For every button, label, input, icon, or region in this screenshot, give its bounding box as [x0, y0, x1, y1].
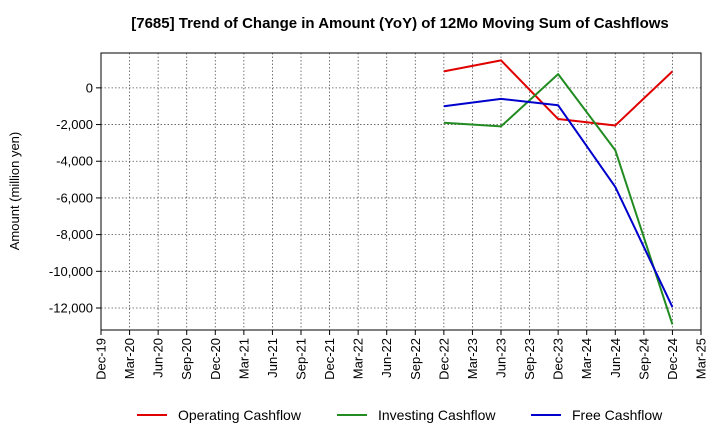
x-tick-label: Sep-22 — [408, 338, 423, 380]
legend-label: Free Cashflow — [572, 407, 663, 423]
x-tick-label: Mar-23 — [465, 338, 480, 379]
x-tick-label: Jun-21 — [265, 338, 280, 378]
x-tick-label: Mar-25 — [694, 338, 709, 379]
x-axis-ticks: Dec-19 Mar-20 Jun-20 Sep-20 Dec-20 Mar-21 Jun-… — [94, 330, 709, 380]
plot-area-frame — [100, 52, 702, 331]
y-tick-label: -6,000 — [56, 190, 93, 205]
x-tick-label: Dec-21 — [322, 338, 337, 380]
x-tick-label: Dec-20 — [208, 338, 223, 380]
legend-label: Investing Cashflow — [378, 407, 496, 423]
x-tick-label: Sep-21 — [294, 338, 309, 380]
x-tick-label: Jun-22 — [379, 338, 394, 378]
series-line-investing-cashflow — [443, 73, 674, 325]
series-line-operating-cashflow — [443, 59, 674, 127]
x-tick-label: Jun-24 — [608, 338, 623, 378]
legend-label: Operating Cashflow — [178, 407, 302, 423]
x-tick-label: Sep-23 — [522, 338, 537, 380]
y-tick-label: 0 — [86, 80, 93, 95]
x-tick-label: Sep-20 — [179, 338, 194, 380]
x-tick-label: Dec-24 — [665, 338, 680, 380]
y-axis-label: Amount (million yen) — [7, 132, 22, 251]
series-line-free-cashflow — [443, 97, 674, 308]
y-tick-label: -8,000 — [56, 227, 93, 242]
grid-lines — [101, 53, 701, 330]
y-tick-label: -4,000 — [56, 154, 93, 169]
y-tick-label: -10,000 — [49, 264, 93, 279]
x-tick-label: Dec-23 — [551, 338, 566, 380]
x-tick-label: Dec-22 — [436, 338, 451, 380]
y-tick-label: -12,000 — [49, 300, 93, 315]
x-tick-label: Mar-22 — [351, 338, 366, 379]
y-axis-ticks: 0 -2,000 -4,000 -6,000 -8,000 -10,000 -12,000 — [49, 80, 101, 315]
x-tick-label: Jun-23 — [494, 338, 509, 378]
x-tick-label: Dec-19 — [94, 338, 109, 380]
legend: Operating Cashflow Investing Cashflow Free… — [137, 407, 663, 423]
chart-title: [7685] Trend of Change in Amount (YoY) o… — [131, 15, 669, 32]
y-tick-label: -2,000 — [56, 117, 93, 132]
x-tick-label: Mar-21 — [236, 338, 251, 379]
series-lines — [443, 59, 674, 325]
x-tick-label: Mar-20 — [122, 338, 137, 379]
x-tick-label: Jun-20 — [151, 338, 166, 378]
x-tick-label: Mar-24 — [579, 338, 594, 379]
x-tick-label: Sep-24 — [636, 338, 651, 380]
